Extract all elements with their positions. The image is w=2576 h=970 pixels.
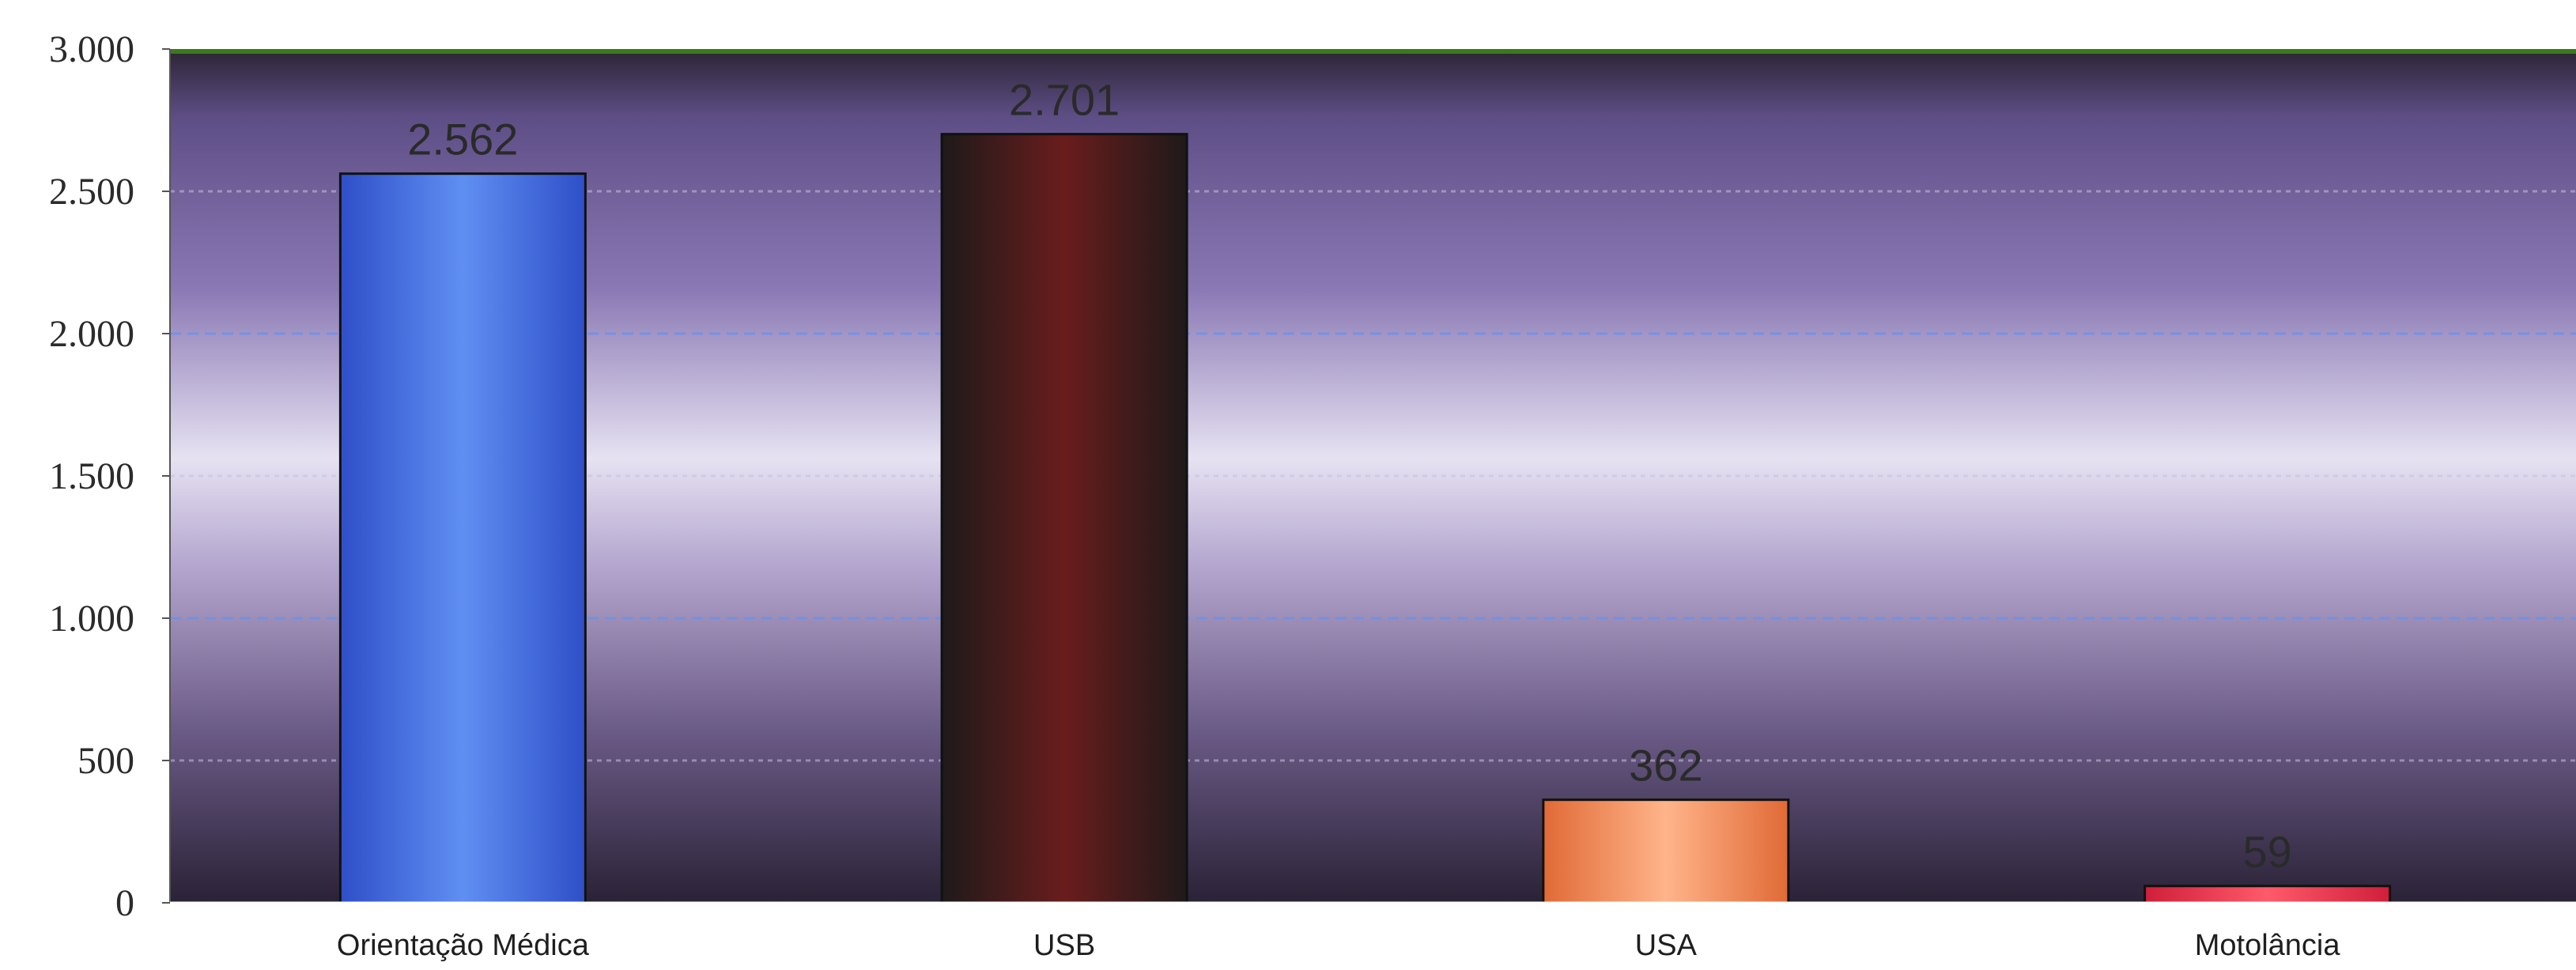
y-tick-label: 1.000 <box>49 598 134 640</box>
data-label: 2.562 <box>407 115 518 164</box>
y-axis-ticks: 0 500 1.000 1.500 2.000 2.500 3.000 <box>49 28 170 924</box>
plot-top-band <box>170 49 2576 54</box>
bar <box>2144 885 2392 904</box>
data-label: 59 <box>2242 827 2291 877</box>
x-category-label: USA <box>1635 929 1698 962</box>
data-label: 2.701 <box>1009 75 1120 125</box>
bar <box>1542 798 1790 904</box>
bar <box>338 172 587 904</box>
x-category-label: USB <box>1033 929 1095 962</box>
bars <box>338 133 2392 904</box>
y-tick-label: 3.000 <box>49 28 134 70</box>
y-tick-label: 2.000 <box>49 313 134 355</box>
y-tick-label: 500 <box>77 740 134 782</box>
x-category-label: Motolância <box>2195 929 2341 962</box>
y-tick-label: 2.500 <box>49 171 134 213</box>
data-label: 362 <box>1629 741 1702 791</box>
labels: 2.562 Orientação Médica 2.701 USB 362 USA 59 Mo… <box>337 75 2340 962</box>
x-category-label: Orientação Médica <box>337 929 590 962</box>
bar <box>940 133 1188 904</box>
y-tick-label: 1.500 <box>49 455 134 497</box>
y-tick-label: 0 <box>115 882 134 924</box>
